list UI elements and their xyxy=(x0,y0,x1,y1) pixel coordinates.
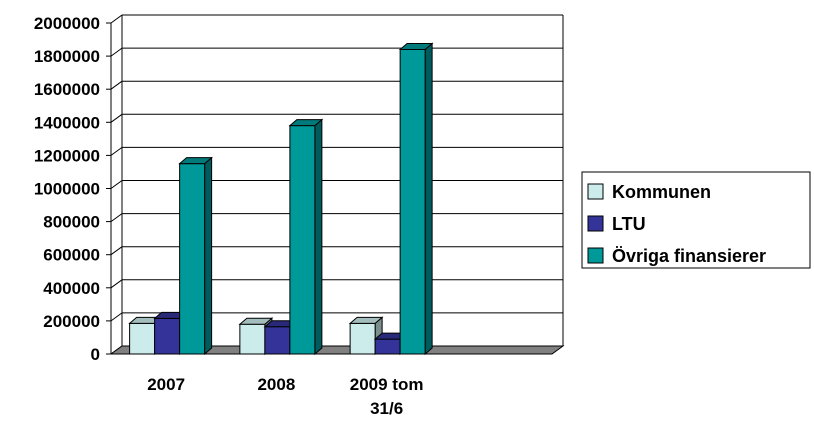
gridline-side xyxy=(110,113,123,123)
bar-front xyxy=(289,125,316,355)
bars xyxy=(128,42,434,356)
x-category-label: 2007 xyxy=(147,375,185,394)
legend-swatch xyxy=(587,215,604,232)
bar-top xyxy=(178,157,213,165)
y-tick-label: 1000000 xyxy=(34,180,100,199)
bar-front xyxy=(374,338,401,355)
gridline-side xyxy=(110,246,123,256)
y-tick-label: 200000 xyxy=(43,312,100,331)
y-tick-label: 1400000 xyxy=(34,113,100,132)
y-tick-label: 1200000 xyxy=(34,146,100,165)
bar-front xyxy=(264,326,291,355)
x-category-label: 2009 tom xyxy=(350,375,424,394)
gridline-side xyxy=(110,312,123,322)
bar-front xyxy=(399,48,426,355)
bar-front xyxy=(129,322,156,355)
gridline-side xyxy=(110,47,123,57)
gridline-side xyxy=(110,14,123,24)
y-tick-label: 1800000 xyxy=(34,47,100,66)
bar-front xyxy=(349,322,376,355)
y-tick-label: 600000 xyxy=(43,246,100,265)
y-tick-label: 1600000 xyxy=(34,80,100,99)
y-tick-label: 2000000 xyxy=(34,14,100,33)
bar-top xyxy=(398,42,434,50)
legend-swatch xyxy=(587,183,604,200)
legend: Kommunen LTU Övriga finansierer xyxy=(581,171,811,269)
bar-top xyxy=(348,316,384,324)
x-category-label: 31/6 xyxy=(370,399,403,418)
legend-label: LTU xyxy=(612,214,646,234)
bar-side xyxy=(424,42,433,356)
gridline-side xyxy=(110,80,123,90)
gridline-side xyxy=(110,146,123,156)
x-category-label: 2008 xyxy=(257,375,295,394)
gridline-side xyxy=(110,279,123,289)
gridline-side xyxy=(110,213,123,223)
y-tick-label: 0 xyxy=(91,345,100,364)
bar xyxy=(288,118,324,356)
y-tick-label: 400000 xyxy=(43,279,100,298)
y-axis-ticks: 0 200000 400000 600000 800000 1000000 1200000 1… xyxy=(34,14,111,364)
legend-label: Kommunen xyxy=(612,182,711,202)
y-tick-label: 800000 xyxy=(43,213,100,232)
bar-front xyxy=(239,323,266,355)
bar xyxy=(398,42,434,356)
bar-front xyxy=(179,163,206,355)
grid xyxy=(110,14,564,355)
legend-label: Övriga finansierer xyxy=(612,246,766,266)
legend-box xyxy=(581,171,811,269)
x-axis-categories: 2007 2008 2009 tom 31/6 xyxy=(147,375,423,418)
bar-side xyxy=(204,156,213,356)
legend-swatch xyxy=(587,247,604,264)
bar-front xyxy=(154,317,181,355)
bar xyxy=(178,156,213,356)
bar-top xyxy=(288,119,324,127)
bar-side xyxy=(314,118,323,356)
bar-top xyxy=(238,317,274,325)
gridline-side xyxy=(110,180,123,189)
